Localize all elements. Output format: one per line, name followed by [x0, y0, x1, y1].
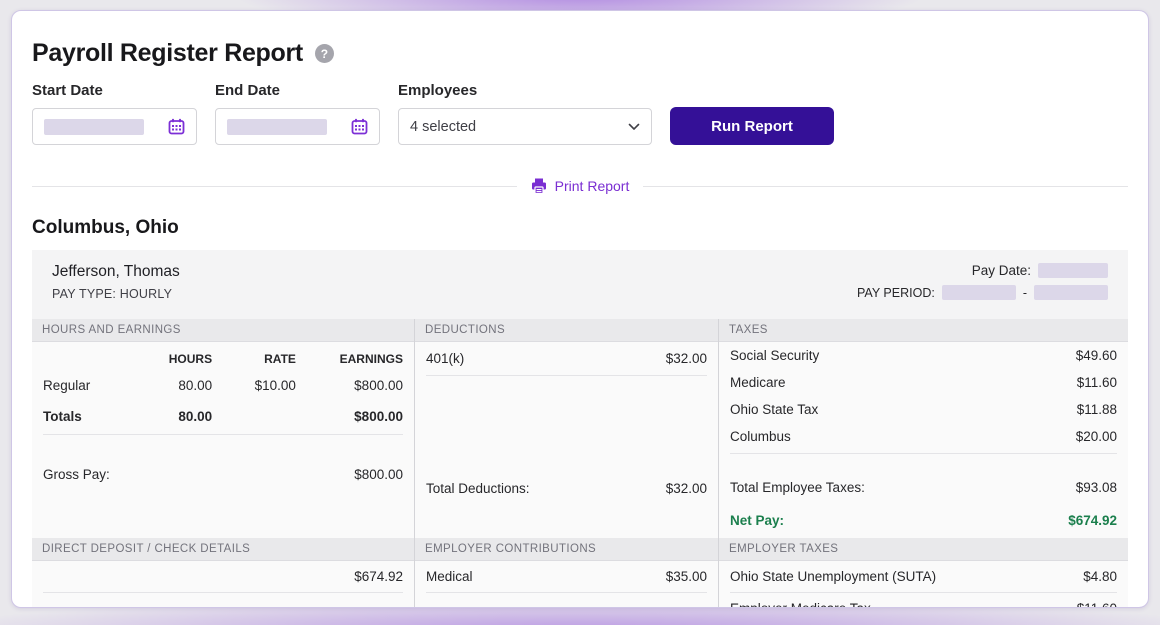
pay-period-line: PAY PERIOD: - — [857, 285, 1108, 300]
table-row: Ohio State Unemployment (SUTA) $4.80 — [730, 561, 1117, 593]
table-row: 401(k) $32.00 — [426, 342, 707, 376]
employee-name: Jefferson, Thomas — [52, 263, 180, 280]
pay-date-info: Pay Date: PAY PERIOD: - — [857, 263, 1108, 307]
deductions-section: DEDUCTIONS 401(k) $32.00 Total Deduction… — [414, 319, 718, 538]
redacted-value — [1034, 285, 1108, 300]
hours-and-earnings-section: HOURS AND EARNINGS HOURS RATE EARNINGS R… — [32, 319, 414, 538]
table-row: Regular 80.00 $10.00 $800.00 — [43, 378, 403, 393]
redacted-value — [1038, 263, 1108, 278]
section-title: EMPLOYER TAXES — [719, 538, 1128, 561]
report-filters: Start Date End Date — [32, 82, 1128, 145]
redacted-value — [44, 118, 144, 135]
chevron-down-icon — [628, 123, 640, 130]
printer-icon — [531, 178, 546, 194]
employer-taxes-section: EMPLOYER TAXES Ohio State Unemployment (… — [718, 538, 1128, 607]
employees-label: Employees — [398, 82, 478, 99]
pay-date-label: Pay Date: — [971, 263, 1031, 278]
section-title: DEDUCTIONS — [415, 319, 718, 342]
divider-line — [643, 185, 1129, 187]
employees-select[interactable]: 4 selected — [398, 108, 652, 145]
employer-details-grid: DIRECT DEPOSIT / CHECK DETAILS $674.92 E… — [32, 538, 1128, 607]
start-date-label: Start Date — [32, 82, 103, 99]
page-header: Payroll Register Report ? — [32, 39, 1128, 68]
divider-line — [32, 185, 517, 187]
pay-date-line: Pay Date: — [857, 263, 1108, 278]
employee-header: Jefferson, Thomas PAY TYPE: HOURLY Pay D… — [32, 250, 1128, 319]
page-title: Payroll Register Report — [32, 39, 303, 67]
help-icon[interactable]: ? — [314, 44, 334, 63]
gross-pay-row: Gross Pay: $800.00 — [43, 467, 403, 482]
employer-contributions-section: EMPLOYER CONTRIBUTIONS Medical $35.00 — [414, 538, 718, 607]
end-date-input[interactable] — [215, 108, 380, 145]
location-heading: Columbus, Ohio — [32, 217, 179, 238]
pay-details-grid: HOURS AND EARNINGS HOURS RATE EARNINGS R… — [32, 319, 1128, 538]
pay-period-label: PAY PERIOD: — [857, 285, 935, 300]
employees-field: Employees 4 selected — [398, 82, 652, 145]
table-row: Medical $35.00 — [426, 561, 707, 593]
start-date-input[interactable] — [32, 108, 197, 145]
calendar-icon[interactable] — [168, 118, 185, 135]
employee-identity: Jefferson, Thomas PAY TYPE: HOURLY — [52, 263, 180, 307]
table-row: Columbus $20.00 — [730, 423, 1117, 454]
section-title: EMPLOYER CONTRIBUTIONS — [415, 538, 718, 561]
run-report-button[interactable]: Run Report — [670, 107, 834, 145]
totals-row: Totals 80.00 $800.00 — [43, 401, 403, 435]
table-row: $674.92 — [43, 561, 403, 593]
section-title: HOURS AND EARNINGS — [32, 319, 414, 342]
total-employee-taxes-row: Total Employee Taxes: $93.08 — [730, 480, 1117, 495]
section-title: DIRECT DEPOSIT / CHECK DETAILS — [32, 538, 414, 561]
total-deductions-row: Total Deductions: $32.00 — [426, 481, 707, 496]
redacted-value — [941, 285, 1016, 300]
end-date-label: End Date — [215, 82, 281, 99]
earnings-table-header: HOURS RATE EARNINGS — [168, 352, 403, 366]
table-row: Medicare $11.60 — [730, 375, 1117, 390]
end-date-field: End Date — [215, 82, 380, 145]
employee-pay-type: PAY TYPE: HOURLY — [52, 287, 173, 301]
net-pay-row: Net Pay: $674.92 — [730, 513, 1117, 528]
table-row: Ohio State Tax $11.88 — [730, 402, 1117, 417]
print-report-link[interactable]: Print Report — [531, 178, 630, 194]
print-report-label: Print Report — [554, 178, 630, 194]
calendar-icon[interactable] — [351, 118, 368, 135]
direct-deposit-section: DIRECT DEPOSIT / CHECK DETAILS $674.92 — [32, 538, 414, 607]
redacted-value — [227, 118, 327, 135]
report-card: Payroll Register Report ? Start Date — [11, 10, 1149, 608]
table-row: Employer Medicare Tax $11.60 — [730, 593, 1117, 607]
pay-period-separator: - — [1022, 285, 1027, 300]
start-date-field: Start Date — [32, 82, 197, 145]
employee-block: Jefferson, Thomas PAY TYPE: HOURLY Pay D… — [32, 250, 1128, 607]
table-row: Social Security $49.60 — [730, 348, 1117, 363]
print-report-divider: Print Report — [32, 178, 1129, 194]
section-title: TAXES — [719, 319, 1128, 342]
taxes-section: TAXES Social Security $49.60 Medicare $11.… — [718, 319, 1128, 538]
employees-selected-value: 4 selected — [410, 118, 477, 135]
